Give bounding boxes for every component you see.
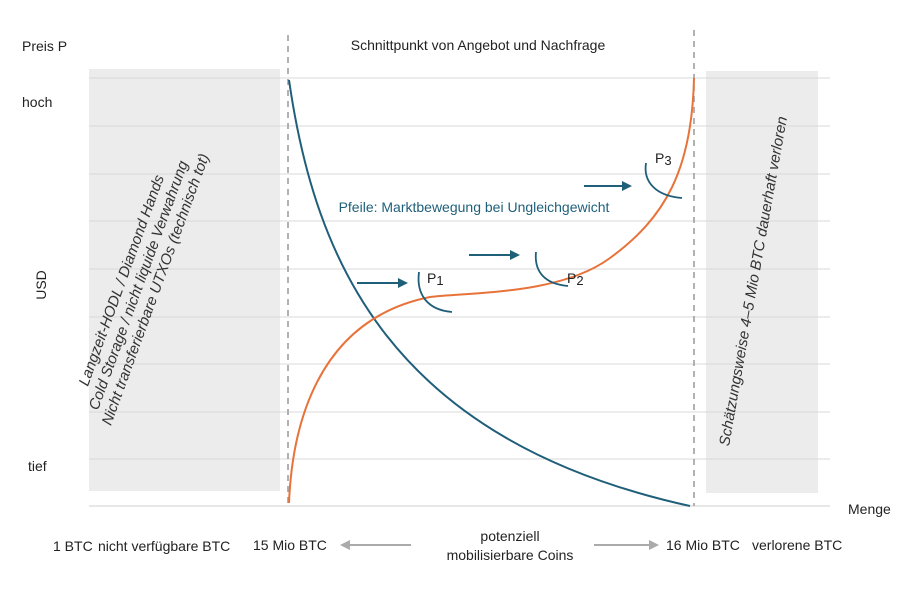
lost-btc-label: verlorene BTC <box>752 537 842 553</box>
supply-curve <box>288 77 695 504</box>
y-high-label: hoch <box>22 94 52 110</box>
arrows-note: Pfeile: Marktbewegung bei Ungleichgewich… <box>339 199 610 215</box>
left-gray-arrow <box>340 540 411 550</box>
mobilizable-line2: mobilisierbare Coins <box>447 547 574 563</box>
arrow-1 <box>357 278 408 288</box>
right-gray-arrow <box>594 540 659 550</box>
arrow-3 <box>584 181 632 191</box>
p1-label: P1 <box>427 270 444 288</box>
y-axis-title: Preis P <box>22 38 67 54</box>
intersection-title: Schnittpunkt von Angebot und Nachfrage <box>351 37 606 53</box>
y-low-label: tief <box>28 458 47 474</box>
left-shaded-region <box>89 69 280 491</box>
p2-label: P2 <box>567 270 584 288</box>
grid-lines <box>89 77 830 460</box>
p1-demand-arc <box>417 271 453 313</box>
x-axis-title: Menge <box>848 501 891 517</box>
p3-demand-arc <box>644 162 683 199</box>
demand-curve <box>288 79 691 507</box>
y-unit-label: USD <box>33 270 49 300</box>
btc-15-label: 15 Mio BTC <box>253 537 327 553</box>
p2-demand-arc <box>534 251 569 287</box>
mobilizable-line1: potenziell <box>480 528 539 544</box>
btc-16-label: 16 Mio BTC <box>666 537 740 553</box>
btc-1-label: 1 BTC <box>53 538 93 554</box>
not-available-label: nicht verfügbare BTC <box>98 538 230 554</box>
right-shaded-region <box>706 71 818 493</box>
p3-label: P3 <box>655 150 672 168</box>
arrow-2 <box>469 250 520 260</box>
